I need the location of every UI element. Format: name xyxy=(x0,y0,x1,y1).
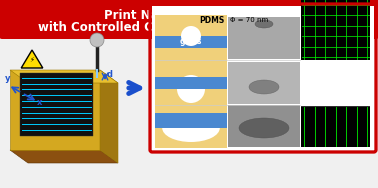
Circle shape xyxy=(177,75,205,103)
Ellipse shape xyxy=(162,114,220,142)
FancyBboxPatch shape xyxy=(0,0,378,39)
Bar xyxy=(301,0,370,60)
Ellipse shape xyxy=(239,118,289,138)
Circle shape xyxy=(181,26,201,46)
Polygon shape xyxy=(10,70,118,83)
Ellipse shape xyxy=(249,80,279,94)
Bar xyxy=(155,36,227,48)
Polygon shape xyxy=(21,50,43,68)
Text: PDMS: PDMS xyxy=(200,16,225,25)
Bar xyxy=(152,6,374,150)
Text: Print Nanochannel Arrays: Print Nanochannel Arrays xyxy=(104,8,274,21)
Bar xyxy=(155,103,227,148)
Bar xyxy=(155,77,227,89)
Bar xyxy=(155,77,227,89)
Circle shape xyxy=(90,33,104,47)
Bar xyxy=(228,17,300,59)
Polygon shape xyxy=(20,73,93,136)
Bar xyxy=(228,105,300,147)
Text: ⚡: ⚡ xyxy=(29,57,34,63)
Polygon shape xyxy=(10,70,100,150)
Text: with Controlled Cross Section Size and Shape: with Controlled Cross Section Size and S… xyxy=(38,21,340,35)
Text: d: d xyxy=(107,70,113,79)
Bar xyxy=(155,60,227,105)
Bar xyxy=(228,62,300,104)
Polygon shape xyxy=(100,70,118,163)
Text: Φ = 70 nm: Φ = 70 nm xyxy=(230,17,268,23)
Text: x: x xyxy=(37,98,42,107)
Text: glass: glass xyxy=(180,37,202,46)
Text: y: y xyxy=(5,74,11,83)
Bar xyxy=(301,106,370,147)
Bar xyxy=(155,130,227,148)
Polygon shape xyxy=(10,150,118,163)
Ellipse shape xyxy=(255,20,273,28)
Bar xyxy=(155,113,227,128)
Bar xyxy=(155,113,227,128)
Bar xyxy=(155,15,227,60)
